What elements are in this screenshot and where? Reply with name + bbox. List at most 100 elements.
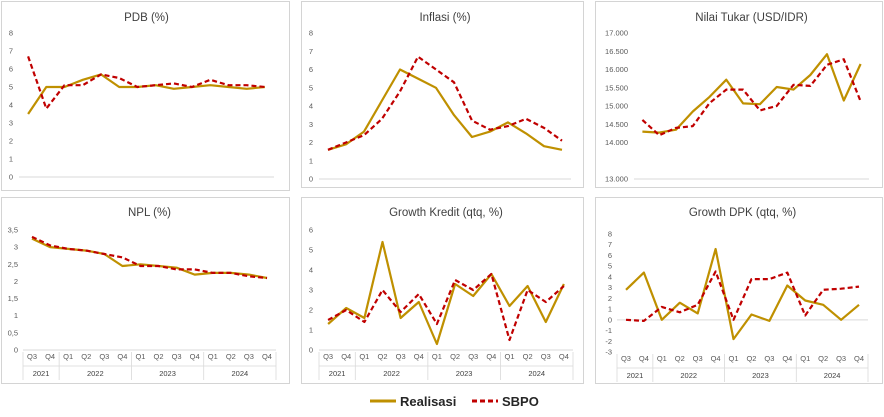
y-tick-label: 0,5 [8, 328, 18, 337]
year-group-label: 2023 [456, 369, 473, 378]
chart-panel-growth-dpk: Growth DPK (qtq, %) -3 -2 -1 0 1 2 3 4 5 6 7 8 Q3 Q4 Q1… [595, 197, 883, 384]
y-tick-label: 15.500 [605, 83, 628, 92]
x-tick-label: Q2 [523, 352, 533, 361]
year-group-label: 2024 [824, 371, 841, 380]
y-tick-label: 1 [608, 305, 612, 314]
chart-panel-nilai-tukar: Nilai Tukar (USD/IDR) 13.000 14.000 14.500 1… [595, 1, 883, 188]
series-line-sbpo [625, 270, 860, 323]
x-tick-label: Q4 [341, 352, 351, 361]
legend-realisasi-label: Realisasi [400, 394, 457, 409]
legend-sbpo-label: SBPO [502, 394, 539, 409]
x-tick-label: Q3 [468, 352, 478, 361]
chart-title: Inflasi (%) [419, 12, 470, 24]
chart-title: Nilai Tukar (USD/IDR) [695, 12, 808, 24]
x-tick-label: Q1 [657, 354, 667, 363]
y-tick-label: 0 [608, 315, 612, 324]
y-tick-label: 1 [9, 155, 13, 164]
y-tick-label: 1,5 [8, 294, 18, 303]
chart-title: Growth DPK (qtq, %) [689, 207, 797, 219]
y-tick-label: 13.000 [605, 175, 628, 184]
y-tick-label: 4 [608, 272, 612, 281]
x-tick-label: Q3 [541, 352, 551, 361]
chart-title: Growth Kredit (qtq, %) [389, 207, 503, 219]
chart-svg-inflasi: Inflasi (%) 0 1 2 3 4 5 6 7 8 [309, 12, 571, 184]
y-tick-label: 8 [309, 29, 313, 38]
x-tick-label: Q1 [135, 352, 145, 361]
legend: Realisasi SBPO [356, 385, 552, 417]
y-tick-label: 5 [309, 246, 313, 255]
x-tick-label: Q4 [262, 352, 272, 361]
x-tick-label: Q3 [396, 352, 406, 361]
series-line-realisasi [27, 73, 266, 115]
y-tick-label: 3 [14, 243, 18, 252]
chart-svg-pdb: PDB (%) 0 1 2 3 4 5 6 7 8 [9, 12, 274, 182]
series-line-realisasi [327, 240, 565, 346]
x-tick-label: Q2 [226, 352, 236, 361]
chart-title: NPL (%) [128, 207, 171, 219]
x-tick-label: Q4 [117, 352, 127, 361]
y-tick-label: 8 [608, 230, 612, 239]
y-tick-label: 7 [9, 47, 13, 56]
y-tick-label: 1 [309, 326, 313, 335]
y-tick-label: 5 [608, 262, 612, 271]
y-tick-label: 8 [9, 29, 13, 38]
year-group-label: 2022 [680, 371, 697, 380]
year-group-label: 2024 [232, 369, 249, 378]
x-tick-label: Q4 [486, 352, 496, 361]
y-tick-label: 0 [309, 346, 313, 355]
year-group-label: 2021 [329, 369, 346, 378]
x-tick-label: Q1 [800, 354, 810, 363]
y-tick-label: 2 [309, 306, 313, 315]
y-tick-label: -1 [605, 326, 612, 335]
chart-svg-nilai-tukar: Nilai Tukar (USD/IDR) 13.000 14.000 14.500 1… [605, 12, 869, 184]
y-tick-label: 3 [309, 120, 313, 129]
chart-panel-inflasi: Inflasi (%) 0 1 2 3 4 5 6 7 8 [301, 1, 584, 188]
y-tick-label: 0 [309, 175, 313, 184]
x-tick-label: Q2 [675, 354, 685, 363]
y-tick-label: 17.000 [605, 29, 628, 38]
y-tick-label: -3 [605, 348, 612, 357]
chart-panel-pdb: PDB (%) 0 1 2 3 4 5 6 7 8 [1, 1, 290, 191]
x-tick-label: Q3 [621, 354, 631, 363]
x-tick-label: Q4 [639, 354, 649, 363]
y-tick-label: 7 [309, 47, 313, 56]
y-tick-label: 0 [14, 346, 18, 355]
y-tick-label: 4 [309, 266, 313, 275]
series-line-realisasi [642, 53, 862, 134]
year-group-label: 2024 [528, 369, 545, 378]
x-tick-label: Q3 [172, 352, 182, 361]
y-tick-label: 5 [309, 83, 313, 92]
legend-swatches [370, 399, 498, 403]
chart-title: PDB (%) [124, 12, 169, 24]
x-tick-label: Q2 [81, 352, 91, 361]
chart-svg-growth-kredit: Growth Kredit (qtq, %) 0 1 2 3 4 5 6 Q3 Q4 Q1 Q2 Q3 Q… [309, 207, 574, 380]
y-tick-label: 2,5 [8, 260, 18, 269]
x-tick-label: Q3 [27, 352, 37, 361]
year-group-label: 2023 [752, 371, 769, 380]
y-tick-label: 2 [309, 138, 313, 147]
y-tick-label: 1 [309, 156, 313, 165]
x-tick-label: Q2 [154, 352, 164, 361]
y-tick-label: 3 [9, 119, 13, 128]
y-tick-label: 16.500 [605, 47, 628, 56]
x-tick-label: Q3 [693, 354, 703, 363]
series-line-sbpo [327, 55, 563, 151]
y-tick-label: 2 [608, 294, 612, 303]
x-tick-label: Q2 [746, 354, 756, 363]
y-tick-label: 6 [9, 65, 13, 74]
x-tick-label: Q3 [244, 352, 254, 361]
y-tick-label: 2 [14, 277, 18, 286]
x-tick-label: Q2 [377, 352, 387, 361]
y-tick-label: 1 [14, 311, 18, 320]
y-tick-label: 3 [608, 283, 612, 292]
x-tick-label: Q1 [432, 352, 442, 361]
x-tick-label: Q1 [208, 352, 218, 361]
y-tick-label: 6 [608, 251, 612, 260]
x-tick-label: Q2 [450, 352, 460, 361]
x-tick-label: Q2 [818, 354, 828, 363]
x-tick-label: Q4 [854, 354, 864, 363]
year-group-label: 2022 [87, 369, 104, 378]
x-tick-label: Q1 [63, 352, 73, 361]
year-group-label: 2021 [33, 369, 50, 378]
year-group-label: 2021 [627, 371, 644, 380]
